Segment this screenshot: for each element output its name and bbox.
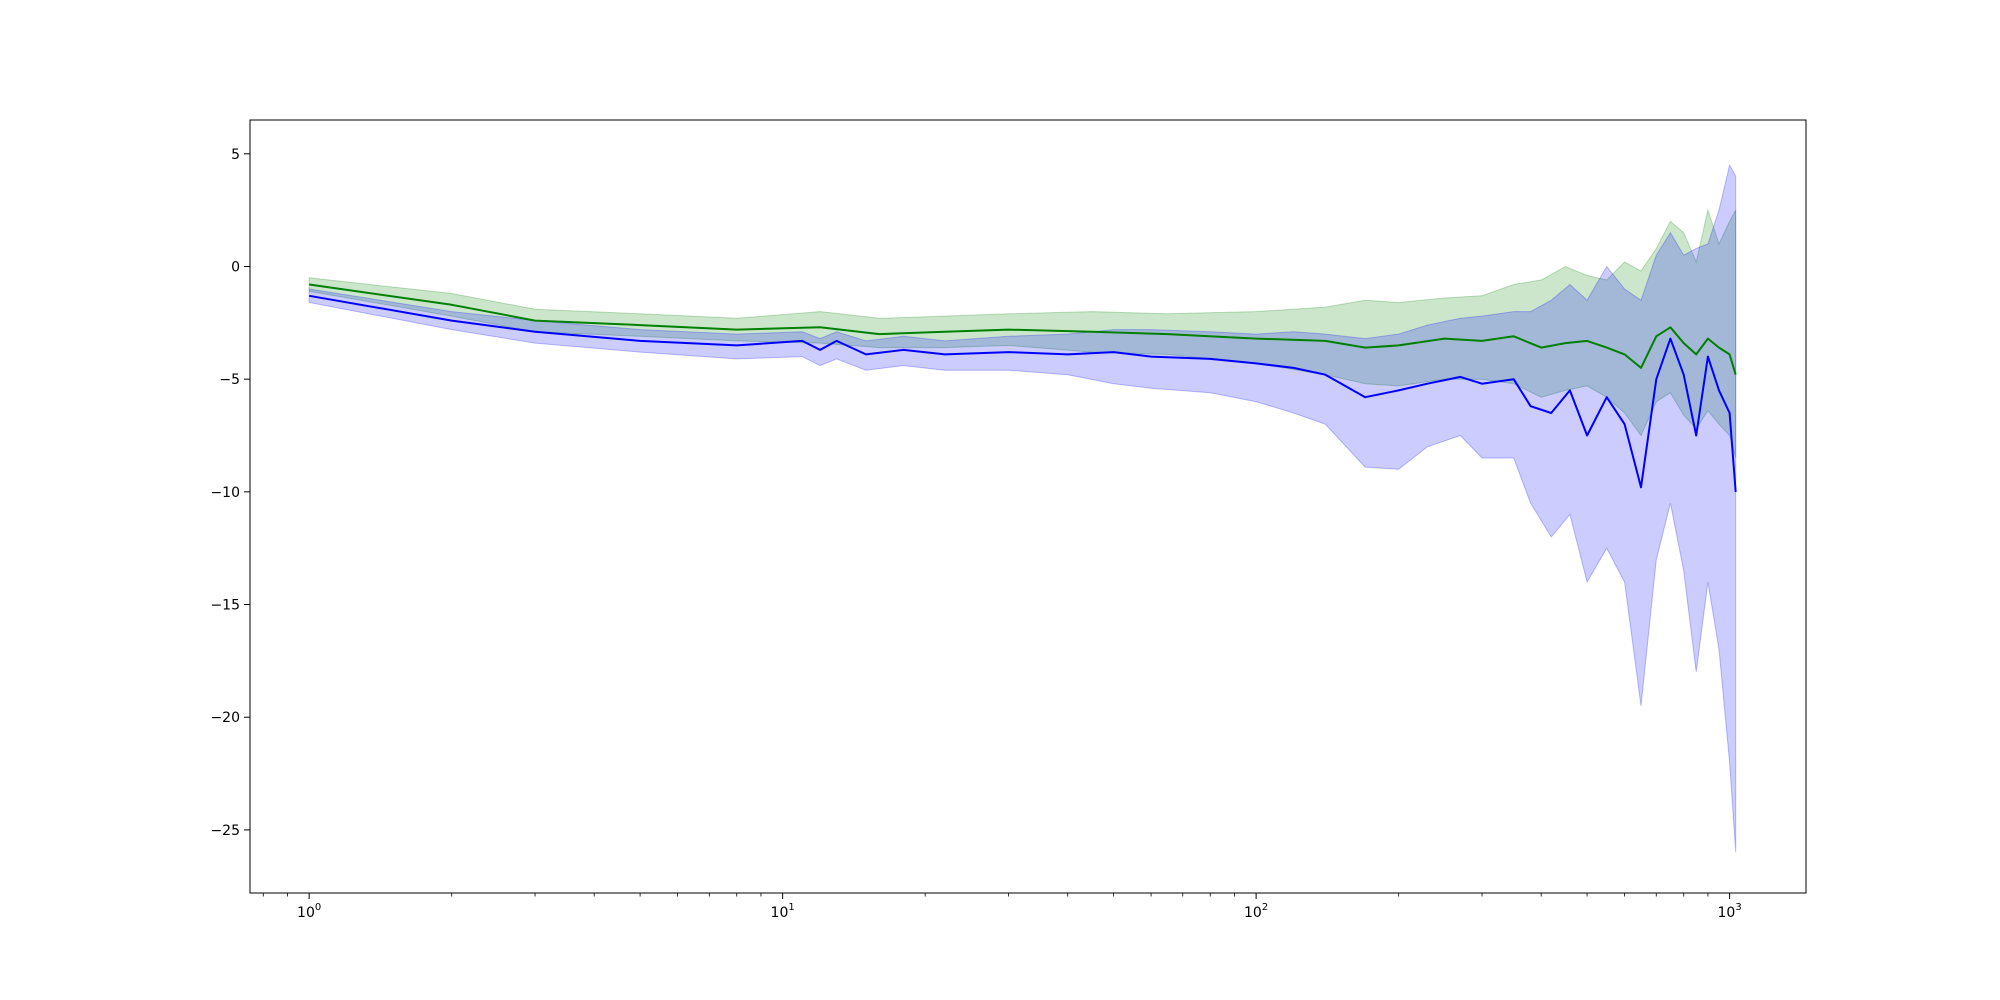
series-line-1 [309,283,1737,375]
y-tick-label: −10 [210,485,240,501]
x-tick-label: 102 [1244,902,1268,921]
x-tick-label: 101 [771,902,795,921]
x-tick-label: 103 [1717,902,1741,921]
axes-frame [249,119,1807,894]
y-tick-label: 0 [231,259,240,275]
y-tick-label: −25 [210,823,240,839]
plot-area [308,163,1737,853]
confidence-band-2 [308,163,1737,853]
x-axis: 100 101 102 103 [262,893,1742,921]
x-tick-label: 100 [297,902,321,921]
y-tick-label: −5 [219,372,240,388]
y-tick-label: −15 [210,598,240,614]
y-tick-label: −20 [210,710,240,726]
y-axis: 5 0 −5 −10 −15 −20 −25 [210,147,250,839]
y-tick-label: 5 [231,147,240,163]
confidence-band-1 [308,208,1737,459]
series-line-2 [309,294,1737,492]
